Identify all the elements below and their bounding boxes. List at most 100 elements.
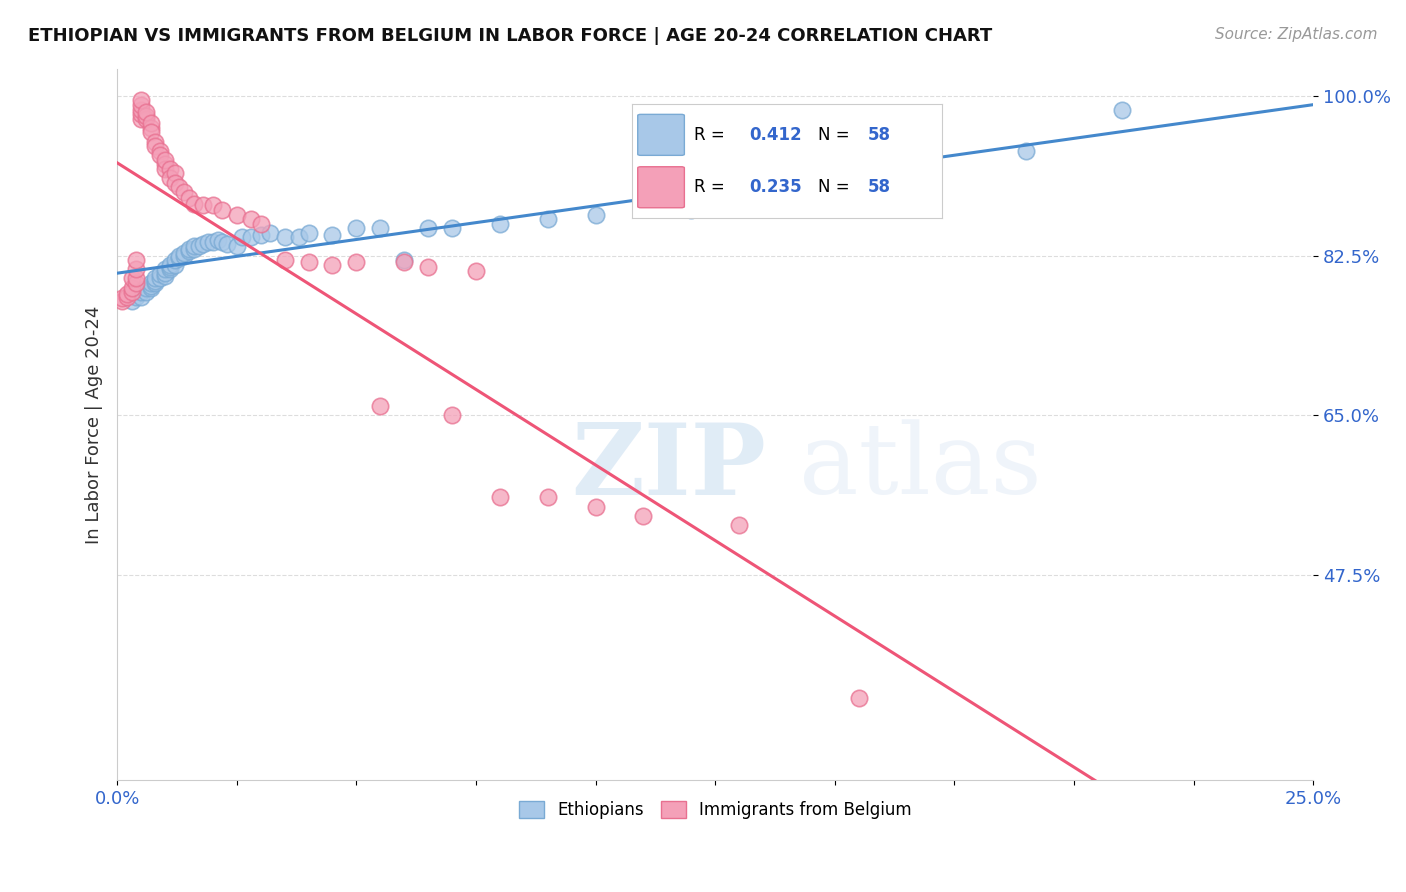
Point bbox=[145, 271, 167, 285]
Point bbox=[111, 292, 134, 306]
Point bbox=[633, 508, 655, 523]
Point bbox=[394, 253, 416, 268]
Point bbox=[201, 198, 224, 212]
Point bbox=[217, 236, 239, 251]
Point bbox=[211, 202, 233, 217]
Point bbox=[121, 271, 143, 285]
Point bbox=[259, 226, 281, 240]
Point bbox=[153, 262, 176, 277]
Point bbox=[183, 196, 205, 211]
Point bbox=[537, 212, 560, 227]
Point bbox=[145, 276, 167, 290]
Point bbox=[163, 176, 186, 190]
Point bbox=[537, 491, 560, 505]
Point bbox=[139, 276, 162, 290]
Point bbox=[145, 274, 167, 288]
Point bbox=[145, 139, 167, 153]
Point bbox=[139, 116, 162, 130]
Point bbox=[183, 242, 205, 256]
Point bbox=[159, 171, 181, 186]
Point bbox=[240, 230, 263, 244]
Point bbox=[177, 244, 200, 258]
Point bbox=[163, 258, 186, 272]
Point bbox=[465, 264, 488, 278]
Point bbox=[728, 517, 751, 532]
Point bbox=[125, 271, 148, 285]
Point bbox=[418, 260, 440, 275]
Point bbox=[394, 255, 416, 269]
Point bbox=[159, 262, 181, 277]
Text: ZIP: ZIP bbox=[572, 418, 766, 516]
Point bbox=[153, 161, 176, 176]
Point bbox=[163, 253, 186, 268]
Text: Source: ZipAtlas.com: Source: ZipAtlas.com bbox=[1215, 27, 1378, 42]
Point bbox=[273, 230, 295, 244]
Point bbox=[139, 125, 162, 139]
Point bbox=[111, 294, 134, 309]
Point bbox=[129, 290, 152, 304]
Point bbox=[681, 202, 703, 217]
Point bbox=[187, 238, 209, 252]
Point bbox=[273, 253, 295, 268]
Point bbox=[135, 105, 157, 120]
Point bbox=[115, 290, 138, 304]
Point bbox=[125, 276, 148, 290]
Point bbox=[193, 198, 215, 212]
Point bbox=[129, 285, 152, 299]
Point bbox=[125, 290, 148, 304]
Point bbox=[121, 285, 143, 299]
Point bbox=[135, 280, 157, 294]
Point bbox=[125, 262, 148, 277]
Point bbox=[240, 212, 263, 227]
Point bbox=[370, 399, 392, 413]
Point bbox=[489, 491, 512, 505]
Point bbox=[169, 180, 191, 194]
Point bbox=[249, 227, 271, 242]
Point bbox=[159, 260, 181, 274]
Point bbox=[848, 691, 870, 706]
Point bbox=[225, 239, 247, 253]
Point bbox=[1111, 103, 1133, 117]
Point bbox=[297, 226, 319, 240]
Point bbox=[129, 107, 152, 121]
Point bbox=[183, 239, 205, 253]
Point bbox=[129, 112, 152, 126]
Point bbox=[231, 230, 253, 244]
Point bbox=[169, 252, 191, 266]
Y-axis label: In Labor Force | Age 20-24: In Labor Force | Age 20-24 bbox=[86, 305, 103, 543]
Point bbox=[139, 278, 162, 293]
Point bbox=[173, 249, 195, 263]
Point bbox=[149, 271, 172, 285]
Point bbox=[418, 221, 440, 235]
Point bbox=[129, 98, 152, 112]
Point bbox=[163, 166, 186, 180]
Point bbox=[225, 208, 247, 222]
Point bbox=[173, 185, 195, 199]
Point bbox=[201, 235, 224, 249]
Point bbox=[177, 191, 200, 205]
Point bbox=[585, 208, 607, 222]
Point bbox=[193, 236, 215, 251]
Point bbox=[129, 94, 152, 108]
Point bbox=[149, 148, 172, 162]
Point bbox=[344, 221, 367, 235]
Point bbox=[135, 112, 157, 126]
Point bbox=[159, 161, 181, 176]
Point bbox=[139, 120, 162, 135]
Point bbox=[153, 153, 176, 167]
Point bbox=[824, 198, 846, 212]
Point bbox=[173, 245, 195, 260]
Text: atlas: atlas bbox=[799, 419, 1042, 515]
Point bbox=[441, 221, 464, 235]
Point bbox=[121, 294, 143, 309]
Point bbox=[489, 217, 512, 231]
Point bbox=[149, 144, 172, 158]
Point bbox=[197, 235, 219, 249]
Point bbox=[207, 233, 229, 247]
Point bbox=[135, 109, 157, 123]
Point bbox=[321, 258, 343, 272]
Point bbox=[585, 500, 607, 514]
Point bbox=[169, 249, 191, 263]
Point bbox=[145, 135, 167, 149]
Point bbox=[153, 157, 176, 171]
